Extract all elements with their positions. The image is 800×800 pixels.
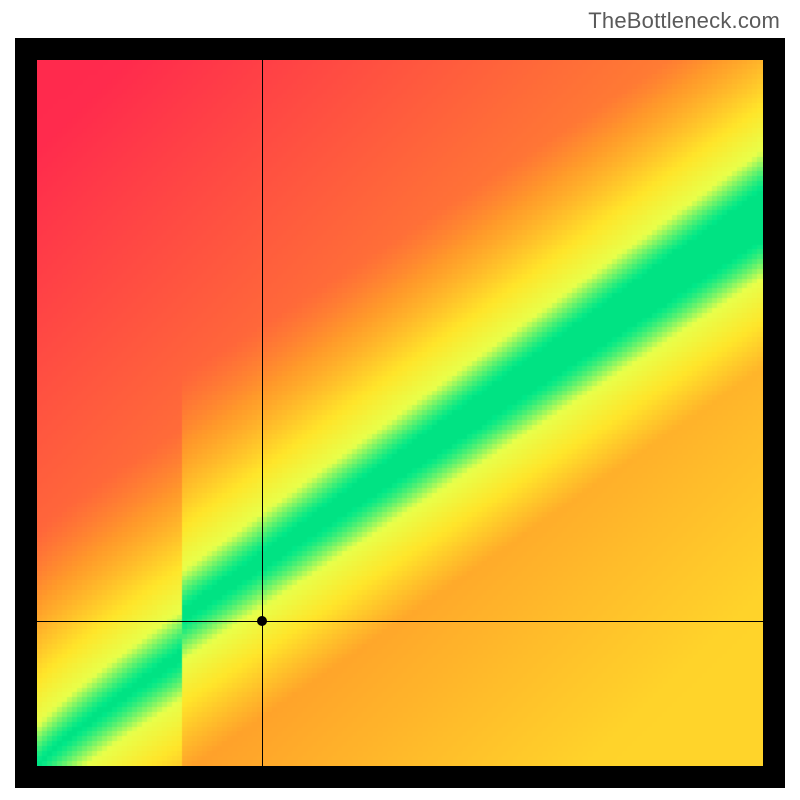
crosshair-marker xyxy=(257,616,267,626)
crosshair-vertical xyxy=(262,60,263,766)
crosshair-horizontal xyxy=(37,621,763,622)
chart-container: TheBottleneck.com xyxy=(0,0,800,800)
watermark-text: TheBottleneck.com xyxy=(588,8,780,34)
plot-frame xyxy=(15,38,785,788)
